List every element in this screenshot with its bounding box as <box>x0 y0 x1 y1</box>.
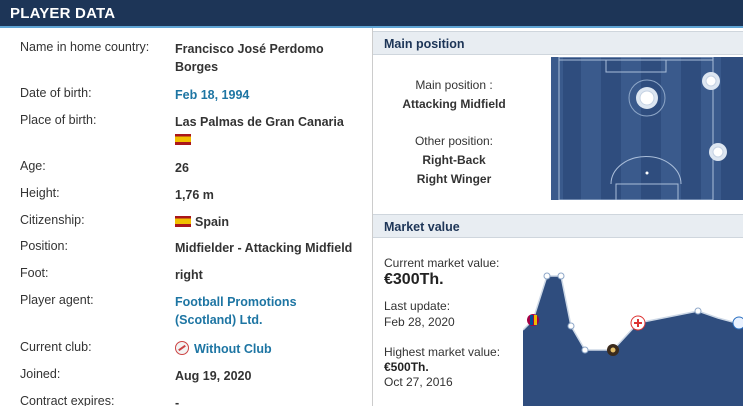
highest-market-value-label: Highest market value: <box>384 345 501 359</box>
page-header: PLAYER DATA <box>0 0 743 28</box>
goal-box-top <box>605 59 667 73</box>
row-value: right <box>175 268 203 282</box>
row-label: Name in home country: <box>20 40 150 54</box>
row-label: Date of birth: <box>20 86 92 100</box>
chart-point <box>557 272 565 280</box>
no-club-icon <box>175 341 189 355</box>
row-label: Joined: <box>20 367 61 381</box>
chart-point <box>567 322 575 330</box>
row-value: Francisco José Perdomo Borges <box>175 42 324 74</box>
row-label: Age: <box>20 159 46 173</box>
chart-point-club-badge <box>630 315 646 331</box>
main-position-value: Attacking Midfield <box>402 97 506 111</box>
chart-point <box>543 272 551 280</box>
chart-point-club-badge <box>732 316 743 330</box>
row-value: Las Palmas de Gran Canaria <box>175 113 365 149</box>
row-label: Foot: <box>20 266 49 280</box>
player-agent-link[interactable]: Football Promotions (Scotland) Ltd. <box>175 295 297 327</box>
other-position-label: Other position: <box>414 134 494 148</box>
date-of-birth-link[interactable]: Feb 18, 1994 <box>175 88 250 102</box>
chart-area <box>523 276 743 406</box>
main-position-heading-text: Main position <box>384 37 465 51</box>
chart-point <box>694 307 702 315</box>
row-value: Spain <box>175 213 365 231</box>
current-market-value: €300Th. <box>384 271 444 288</box>
penalty-spot <box>645 171 649 175</box>
row-label: Place of birth: <box>20 113 97 127</box>
market-value-chart[interactable] <box>523 268 743 406</box>
highest-market-value-date: Oct 27, 2016 <box>384 375 453 389</box>
side-panel: Main position Main position : Attacking … <box>372 28 743 406</box>
current-market-value-label: Current market value: <box>384 256 500 270</box>
position-pitch <box>551 57 743 200</box>
spain-flag-icon <box>175 134 191 145</box>
spain-flag-icon <box>175 216 191 227</box>
other-position-marker <box>702 72 720 90</box>
pitch-stripe <box>621 57 641 200</box>
page-title: PLAYER DATA <box>10 5 116 22</box>
row-value: Midfielder - Attacking Midfield <box>175 241 353 255</box>
citizenship-text: Spain <box>195 215 230 229</box>
last-update-label: Last update: <box>384 299 451 313</box>
chart-point-club-badge <box>607 344 619 356</box>
row-value: 1,76 m <box>175 188 214 202</box>
main-position-label: Main position : <box>415 78 493 92</box>
row-label: Contract expires: <box>20 394 115 406</box>
main-position-marker <box>628 79 666 117</box>
place-of-birth-text: Las Palmas de Gran Canaria <box>175 115 344 129</box>
row-value: - <box>175 396 180 406</box>
chart-point-club-badge <box>527 314 539 326</box>
row-value: 26 <box>175 161 189 175</box>
pitch-outline <box>558 57 714 200</box>
other-position-marker <box>709 143 727 161</box>
row-label: Citizenship: <box>20 213 85 227</box>
penalty-arc <box>610 156 682 185</box>
main-position-heading: Main position <box>373 31 743 55</box>
current-club-link[interactable]: Without Club <box>175 340 365 358</box>
market-value-heading-text: Market value <box>384 220 460 234</box>
highest-market-value: €500Th. <box>384 360 429 374</box>
other-position-value: Right Winger <box>416 172 492 186</box>
chart-point <box>581 346 589 354</box>
pitch-stripe <box>661 57 681 200</box>
pitch-stripe <box>581 57 601 200</box>
row-label: Height: <box>20 186 60 200</box>
chart-line <box>523 275 743 351</box>
row-label: Position: <box>20 239 68 253</box>
current-club-text: Without Club <box>194 342 272 356</box>
player-data-panel: Name in home country: Francisco José Per… <box>0 28 372 406</box>
goal-box-bottom <box>615 183 679 200</box>
other-position-value: Right-Back <box>422 153 486 167</box>
last-update-value: Feb 28, 2020 <box>384 315 455 329</box>
row-label: Current club: <box>20 340 92 354</box>
row-label: Player agent: <box>20 293 94 307</box>
market-value-heading: Market value <box>373 214 743 238</box>
row-value: Aug 19, 2020 <box>175 369 252 383</box>
pitch-stripe <box>701 57 721 200</box>
pitch-stripe <box>551 57 563 200</box>
